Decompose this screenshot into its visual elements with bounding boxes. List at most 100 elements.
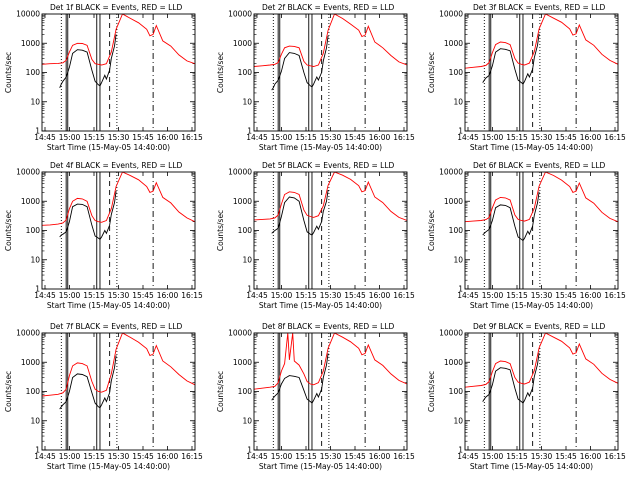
x-tick-label: 14:45 [246, 291, 268, 300]
y-tick-label: 10 [453, 255, 463, 264]
x-axis-label: Start Time (15-May-05 14:40:00) [47, 462, 170, 471]
panel-det-8: Det 8f BLACK = Events, RED = LLD Counts/s… [216, 322, 415, 471]
y-tick-label: 1 [35, 127, 40, 136]
x-tick-label: 16:00 [157, 452, 179, 461]
y-axis-label: Counts/sec [4, 210, 13, 251]
panel-det-3: Det 3f BLACK = Events, RED = LLD Counts/s… [427, 3, 626, 152]
y-axis-label: Counts/sec [427, 371, 436, 412]
panel-det-4: Det 4f BLACK = Events, RED = LLD Counts/s… [4, 161, 203, 310]
series-events [482, 33, 540, 85]
y-tick-label: 10000 [16, 168, 40, 177]
y-tick-label: 10000 [228, 10, 252, 19]
y-tick-label: 1000 [444, 358, 463, 367]
x-tick-label: 16:00 [369, 452, 391, 461]
series-events [59, 191, 117, 240]
series-lld [465, 333, 618, 388]
panel-title: Det 8f BLACK = Events, RED = LLD [262, 322, 395, 331]
y-tick-label: 1 [35, 446, 40, 455]
series-lld [465, 14, 618, 69]
y-tick-label: 10 [30, 97, 40, 106]
panel-title: Det 3f BLACK = Events, RED = LLD [473, 3, 606, 12]
y-axis-label: Counts/sec [427, 210, 436, 251]
plot-frame [41, 332, 196, 451]
y-tick-label: 1 [247, 127, 252, 136]
panel-title: Det 5f BLACK = Events, RED = LLD [262, 161, 395, 170]
series-lld [254, 14, 407, 67]
x-axis-label: Start Time (15-May-05 14:40:00) [47, 301, 170, 310]
y-tick-label: 10 [453, 416, 463, 425]
x-tick-label: 15:45 [132, 452, 154, 461]
y-tick-label: 100 [26, 68, 41, 77]
x-axis-label: Start Time (15-May-05 14:40:00) [47, 143, 170, 152]
x-tick-label: 15:00 [59, 291, 81, 300]
panel-title: Det 2f BLACK = Events, RED = LLD [262, 3, 395, 12]
x-tick-label: 15:00 [59, 452, 81, 461]
x-tick-label: 15:00 [482, 291, 504, 300]
plot-frame [253, 171, 408, 290]
x-tick-label: 15:30 [531, 291, 553, 300]
x-tick-label: 16:15 [393, 291, 415, 300]
y-tick-label: 100 [238, 68, 253, 77]
y-tick-label: 10000 [228, 329, 252, 338]
x-tick-label: 16:15 [604, 291, 626, 300]
y-axis-label: Counts/sec [216, 371, 225, 412]
panel-title: Det 9f BLACK = Events, RED = LLD [473, 322, 606, 331]
x-tick-label: 15:15 [506, 452, 528, 461]
panel-det-9: Det 9f BLACK = Events, RED = LLD Counts/s… [427, 322, 626, 471]
y-tick-label: 1000 [444, 39, 463, 48]
x-tick-label: 14:45 [34, 291, 56, 300]
x-tick-label: 14:45 [34, 133, 56, 142]
x-axis-label: Start Time (15-May-05 14:40:00) [259, 462, 382, 471]
series-events [271, 190, 329, 236]
y-tick-label: 1000 [21, 39, 40, 48]
x-axis-label: Start Time (15-May-05 14:40:00) [470, 301, 593, 310]
y-tick-label: 10 [242, 97, 252, 106]
series-lld [42, 172, 195, 226]
x-tick-label: 15:15 [295, 133, 317, 142]
plot-frame [41, 13, 196, 132]
x-tick-label: 16:00 [369, 133, 391, 142]
y-tick-label: 10000 [439, 329, 463, 338]
x-tick-label: 15:15 [83, 452, 105, 461]
panel-title: Det 4f BLACK = Events, RED = LLD [50, 161, 183, 170]
x-tick-label: 16:00 [580, 133, 602, 142]
x-tick-label: 15:00 [482, 452, 504, 461]
y-axis-label: Counts/sec [4, 371, 13, 412]
x-tick-label: 15:00 [271, 133, 293, 142]
x-tick-label: 16:00 [369, 291, 391, 300]
x-tick-label: 15:30 [531, 133, 553, 142]
series-lld [42, 14, 195, 66]
x-tick-label: 14:45 [457, 452, 479, 461]
x-axis-label: Start Time (15-May-05 14:40:00) [470, 462, 593, 471]
y-tick-label: 100 [449, 387, 464, 396]
y-axis-label: Counts/sec [4, 52, 13, 93]
x-tick-label: 14:45 [457, 291, 479, 300]
plot-frame [253, 332, 408, 451]
x-tick-label: 15:30 [320, 291, 342, 300]
x-tick-label: 15:45 [132, 133, 154, 142]
y-tick-label: 10000 [228, 168, 252, 177]
x-axis-label: Start Time (15-May-05 14:40:00) [470, 143, 593, 152]
y-tick-label: 10 [242, 416, 252, 425]
series-events [482, 352, 540, 404]
y-tick-label: 100 [238, 387, 253, 396]
y-tick-label: 1 [247, 446, 252, 455]
panel-det-2: Det 2f BLACK = Events, RED = LLD Counts/s… [216, 3, 415, 152]
x-tick-label: 15:30 [320, 452, 342, 461]
plot-frame [253, 13, 408, 132]
y-axis-label: Counts/sec [427, 52, 436, 93]
plot-frame [464, 171, 619, 290]
x-tick-label: 15:00 [482, 133, 504, 142]
series-events [59, 355, 117, 410]
y-tick-label: 1000 [233, 358, 252, 367]
series-lld [254, 333, 407, 390]
x-tick-label: 14:45 [34, 452, 56, 461]
y-tick-label: 100 [449, 226, 464, 235]
x-tick-label: 15:00 [271, 291, 293, 300]
x-tick-label: 15:15 [295, 452, 317, 461]
y-tick-label: 1000 [233, 197, 252, 206]
y-tick-label: 10 [242, 255, 252, 264]
y-tick-label: 100 [26, 226, 41, 235]
y-tick-label: 1 [458, 127, 463, 136]
